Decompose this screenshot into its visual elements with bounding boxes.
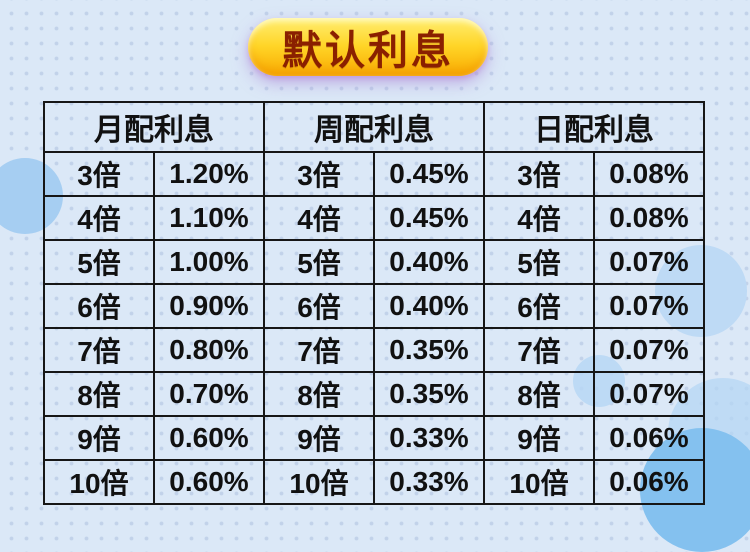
weekly-multiplier: 6倍 (263, 283, 375, 329)
daily-multiplier: 8倍 (483, 371, 595, 417)
table-row: 8倍 0.70% 8倍 0.35% 8倍 0.07% (43, 371, 705, 417)
table-row: 3倍 1.20% 3倍 0.45% 3倍 0.08% (43, 151, 705, 197)
table-header-row: 月配利息 周配利息 日配利息 (43, 101, 705, 153)
weekly-multiplier: 3倍 (263, 151, 375, 197)
table-row: 5倍 1.00% 5倍 0.40% 5倍 0.07% (43, 239, 705, 285)
daily-rate: 0.07% (593, 371, 705, 417)
table-row: 10倍 0.60% 10倍 0.33% 10倍 0.06% (43, 459, 705, 505)
daily-rate: 0.06% (593, 415, 705, 461)
daily-multiplier: 7倍 (483, 327, 595, 373)
header-weekly: 周配利息 (263, 101, 485, 153)
monthly-rate: 1.10% (153, 195, 265, 241)
table-row: 4倍 1.10% 4倍 0.45% 4倍 0.08% (43, 195, 705, 241)
weekly-multiplier: 10倍 (263, 459, 375, 505)
daily-rate: 0.07% (593, 239, 705, 285)
monthly-multiplier: 9倍 (43, 415, 155, 461)
monthly-multiplier: 10倍 (43, 459, 155, 505)
daily-multiplier: 5倍 (483, 239, 595, 285)
weekly-rate: 0.35% (373, 371, 485, 417)
daily-rate: 0.06% (593, 459, 705, 505)
weekly-multiplier: 7倍 (263, 327, 375, 373)
weekly-rate: 0.33% (373, 459, 485, 505)
title-badge: 默认利息 (248, 18, 488, 76)
daily-multiplier: 3倍 (483, 151, 595, 197)
table-row: 7倍 0.80% 7倍 0.35% 7倍 0.07% (43, 327, 705, 373)
monthly-rate: 0.80% (153, 327, 265, 373)
daily-rate: 0.07% (593, 283, 705, 329)
table-row: 9倍 0.60% 9倍 0.33% 9倍 0.06% (43, 415, 705, 461)
monthly-multiplier: 4倍 (43, 195, 155, 241)
weekly-multiplier: 8倍 (263, 371, 375, 417)
daily-rate: 0.08% (593, 195, 705, 241)
table-row: 6倍 0.90% 6倍 0.40% 6倍 0.07% (43, 283, 705, 329)
weekly-rate: 0.40% (373, 283, 485, 329)
daily-rate: 0.08% (593, 151, 705, 197)
weekly-rate: 0.33% (373, 415, 485, 461)
weekly-multiplier: 9倍 (263, 415, 375, 461)
header-monthly: 月配利息 (43, 101, 265, 153)
weekly-rate: 0.35% (373, 327, 485, 373)
daily-multiplier: 10倍 (483, 459, 595, 505)
monthly-multiplier: 3倍 (43, 151, 155, 197)
daily-multiplier: 4倍 (483, 195, 595, 241)
weekly-rate: 0.45% (373, 151, 485, 197)
daily-rate: 0.07% (593, 327, 705, 373)
header-daily: 日配利息 (483, 101, 705, 153)
monthly-rate: 1.20% (153, 151, 265, 197)
monthly-multiplier: 5倍 (43, 239, 155, 285)
page-title: 默认利息 (282, 29, 454, 73)
monthly-multiplier: 6倍 (43, 283, 155, 329)
interest-rate-table: 月配利息 周配利息 日配利息 3倍 1.20% 3倍 0.45% 3倍 0.08… (43, 101, 705, 505)
monthly-multiplier: 8倍 (43, 371, 155, 417)
weekly-rate: 0.40% (373, 239, 485, 285)
weekly-multiplier: 5倍 (263, 239, 375, 285)
monthly-rate: 1.00% (153, 239, 265, 285)
monthly-multiplier: 7倍 (43, 327, 155, 373)
weekly-multiplier: 4倍 (263, 195, 375, 241)
monthly-rate: 0.60% (153, 459, 265, 505)
monthly-rate: 0.70% (153, 371, 265, 417)
daily-multiplier: 6倍 (483, 283, 595, 329)
weekly-rate: 0.45% (373, 195, 485, 241)
monthly-rate: 0.90% (153, 283, 265, 329)
daily-multiplier: 9倍 (483, 415, 595, 461)
monthly-rate: 0.60% (153, 415, 265, 461)
